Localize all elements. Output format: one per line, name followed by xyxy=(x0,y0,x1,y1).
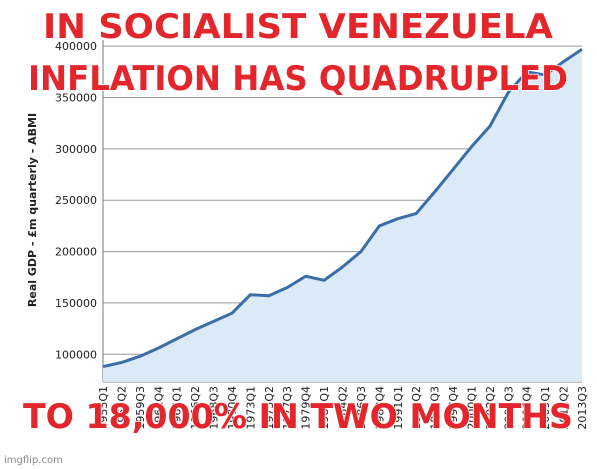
x-tick-label: 1997Q4 xyxy=(447,386,460,430)
y-tick-label: 150000 xyxy=(55,297,97,310)
meme-top-line: INFLATION HAS QUADRUPLED xyxy=(28,59,568,99)
x-tick-label: 1966Q2 xyxy=(189,386,202,430)
x-tick-label: 1955Q1 xyxy=(97,386,110,430)
x-tick-label: 1970Q4 xyxy=(226,386,239,430)
x-tick-label: 1995Q3 xyxy=(429,386,442,430)
x-tick-label: 2000Q1 xyxy=(465,386,478,430)
line xyxy=(102,47,583,369)
meme-top-line: IN SOCIALIST VENEZUELA xyxy=(43,7,554,47)
x-tick-label: 1993Q2 xyxy=(410,386,423,430)
watermark: imgflip.com xyxy=(4,455,63,466)
x-tick-label: 1991Q1 xyxy=(392,386,405,430)
x-tick-label: 2004Q3 xyxy=(502,386,515,430)
x-tick-label: 1968Q3 xyxy=(208,386,221,430)
y-tick-label: 250000 xyxy=(55,194,97,207)
x-tick-label: 2002Q2 xyxy=(484,386,497,430)
y-tick-label: 350000 xyxy=(55,92,97,105)
x-tick-label: 1977Q3 xyxy=(281,386,294,430)
area xyxy=(103,49,582,382)
x-tick-label: 2006Q4 xyxy=(521,386,534,430)
x-tick-label: 1964Q1 xyxy=(171,386,184,430)
y-axis-label: Real GDP - £m quarterly - ABMI xyxy=(26,113,39,307)
x-tick-label: 1988Q4 xyxy=(373,386,386,430)
x-tick-label: 1959Q3 xyxy=(134,386,147,430)
y-tick-label: 200000 xyxy=(55,246,97,259)
x-tick-label: 2013Q3 xyxy=(576,386,589,430)
x-tick-label: 2011Q2 xyxy=(558,386,571,430)
x-tick-label: 1973Q1 xyxy=(244,386,257,430)
x-tick-label: 1975Q2 xyxy=(263,386,276,430)
y-tick-label: 100000 xyxy=(55,348,97,361)
y-tick-label: 300000 xyxy=(55,143,97,156)
x-tick-label: 1984Q2 xyxy=(337,386,350,430)
plot: 100000 150000 200000 250000 300000 350000 4000… xyxy=(55,40,589,430)
y-tick-label: 400000 xyxy=(55,40,97,53)
meme-bottom-line: TO 18,000% IN TWO MONTHS xyxy=(23,397,573,437)
x-tick-label: 1979Q4 xyxy=(300,386,313,430)
x-tick-label: 2009Q1 xyxy=(539,386,552,430)
x-tick-label: 1982Q1 xyxy=(318,386,331,430)
x-tick-label: 1957Q2 xyxy=(115,386,128,430)
x-tick-label: 1961Q4 xyxy=(152,386,165,430)
x-tick-label: 1986Q3 xyxy=(355,386,368,430)
